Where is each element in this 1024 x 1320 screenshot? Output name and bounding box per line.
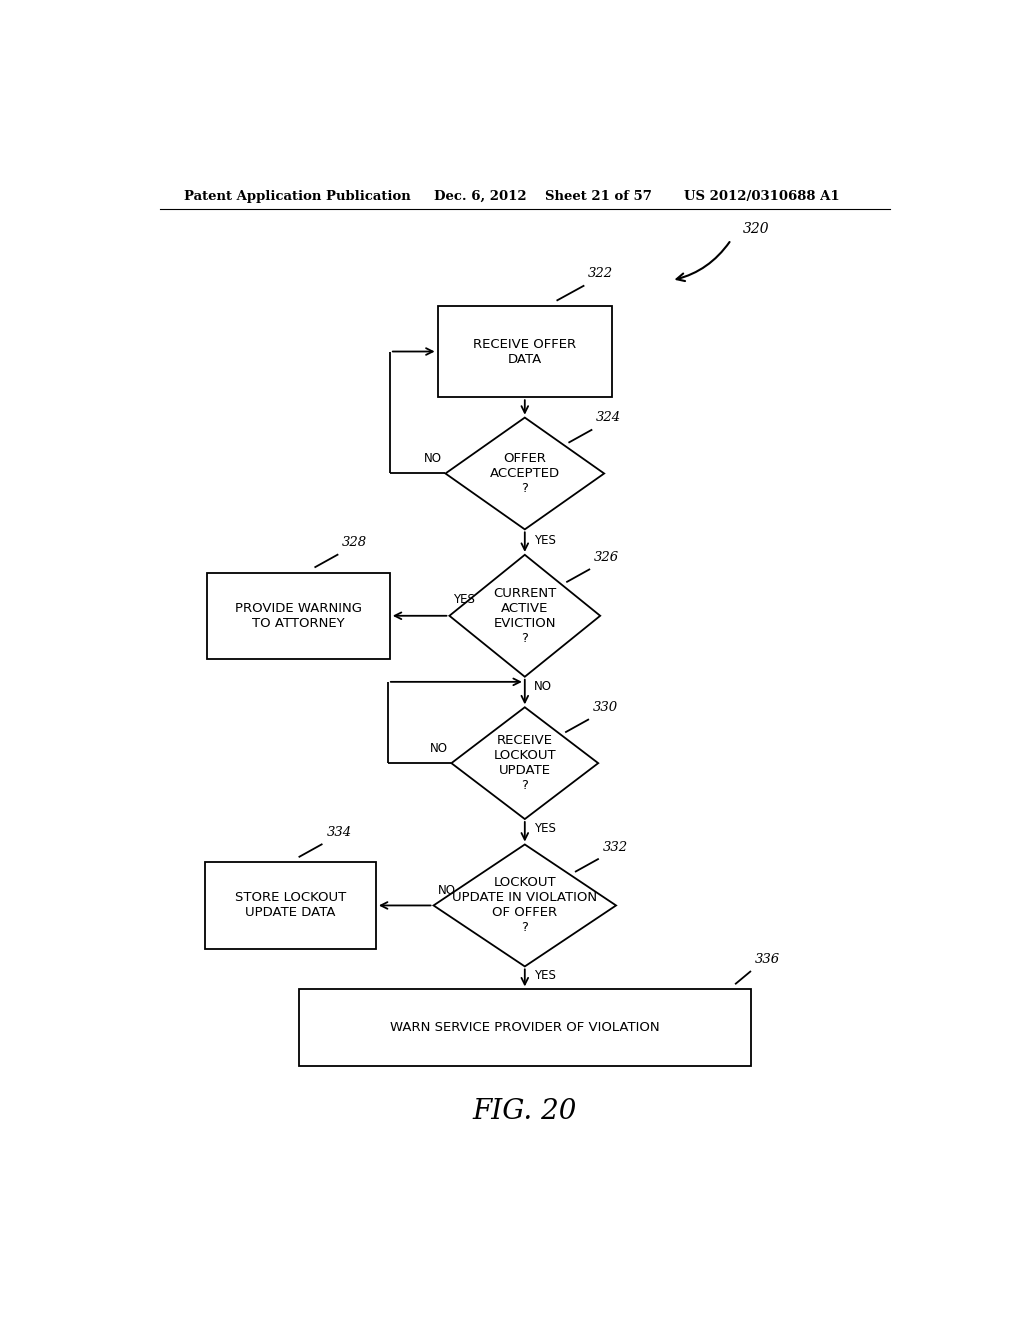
Text: YES: YES <box>454 593 475 606</box>
Polygon shape <box>445 417 604 529</box>
Text: NO: NO <box>429 742 447 755</box>
Text: LOCKOUT
UPDATE IN VIOLATION
OF OFFER
?: LOCKOUT UPDATE IN VIOLATION OF OFFER ? <box>453 876 597 935</box>
Text: STORE LOCKOUT
UPDATE DATA: STORE LOCKOUT UPDATE DATA <box>236 891 346 920</box>
Text: NO: NO <box>424 453 441 466</box>
Text: OFFER
ACCEPTED
?: OFFER ACCEPTED ? <box>489 451 560 495</box>
FancyBboxPatch shape <box>299 989 751 1065</box>
Text: 334: 334 <box>327 826 351 840</box>
Text: Sheet 21 of 57: Sheet 21 of 57 <box>545 190 651 202</box>
Text: 322: 322 <box>588 268 613 280</box>
Text: FIG. 20: FIG. 20 <box>473 1098 577 1125</box>
Text: WARN SERVICE PROVIDER OF VIOLATION: WARN SERVICE PROVIDER OF VIOLATION <box>390 1020 659 1034</box>
Text: 324: 324 <box>596 412 622 425</box>
Text: YES: YES <box>535 969 556 982</box>
Text: 320: 320 <box>743 222 770 236</box>
Text: NO: NO <box>437 884 456 898</box>
Polygon shape <box>450 554 600 677</box>
FancyBboxPatch shape <box>207 573 390 659</box>
Text: US 2012/0310688 A1: US 2012/0310688 A1 <box>684 190 839 202</box>
Text: 336: 336 <box>755 953 780 966</box>
Text: YES: YES <box>535 822 556 836</box>
FancyBboxPatch shape <box>437 306 612 397</box>
Text: 326: 326 <box>594 550 620 564</box>
Text: YES: YES <box>535 535 556 548</box>
Text: CURRENT
ACTIVE
EVICTION
?: CURRENT ACTIVE EVICTION ? <box>494 587 556 644</box>
Text: 332: 332 <box>603 841 628 854</box>
Text: 330: 330 <box>593 701 618 714</box>
Text: RECEIVE
LOCKOUT
UPDATE
?: RECEIVE LOCKOUT UPDATE ? <box>494 734 556 792</box>
Polygon shape <box>452 708 598 818</box>
Text: PROVIDE WARNING
TO ATTORNEY: PROVIDE WARNING TO ATTORNEY <box>236 602 362 630</box>
FancyBboxPatch shape <box>206 862 376 949</box>
Text: 328: 328 <box>342 536 368 549</box>
Text: Dec. 6, 2012: Dec. 6, 2012 <box>433 190 526 202</box>
Text: NO: NO <box>535 680 552 693</box>
Text: RECEIVE OFFER
DATA: RECEIVE OFFER DATA <box>473 338 577 366</box>
Polygon shape <box>433 845 616 966</box>
Text: Patent Application Publication: Patent Application Publication <box>183 190 411 202</box>
